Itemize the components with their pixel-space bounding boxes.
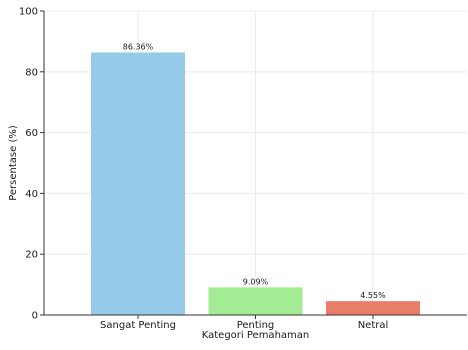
bars	[91, 52, 420, 315]
x-tick-label: Penting	[237, 320, 275, 331]
bar-netral	[326, 301, 420, 315]
y-tick-label: 80	[25, 67, 38, 78]
y-tick-label: 100	[19, 7, 38, 18]
data-label: 9.09%	[243, 277, 269, 286]
x-tick-label: Sangat Penting	[100, 320, 176, 331]
y-tick-label: 60	[25, 128, 38, 139]
data-label: 86.36%	[123, 42, 154, 51]
ticks: 0 20 40 60 80 100 Sangat Penting Penting Netral	[19, 7, 388, 332]
y-tick-label: 40	[25, 189, 38, 200]
x-axis-title: Kategori Pemahaman	[202, 330, 310, 341]
data-label: 4.55%	[360, 291, 386, 300]
bar-sangat-penting	[91, 52, 185, 315]
bar-penting	[208, 287, 303, 315]
data-labels: 86.36% 9.09% 4.55%	[123, 42, 386, 300]
x-tick-label: Netral	[358, 320, 389, 331]
y-axis-title: Persentase (%)	[8, 125, 19, 201]
y-tick-label: 0	[32, 311, 38, 322]
y-tick-label: 20	[25, 250, 38, 261]
